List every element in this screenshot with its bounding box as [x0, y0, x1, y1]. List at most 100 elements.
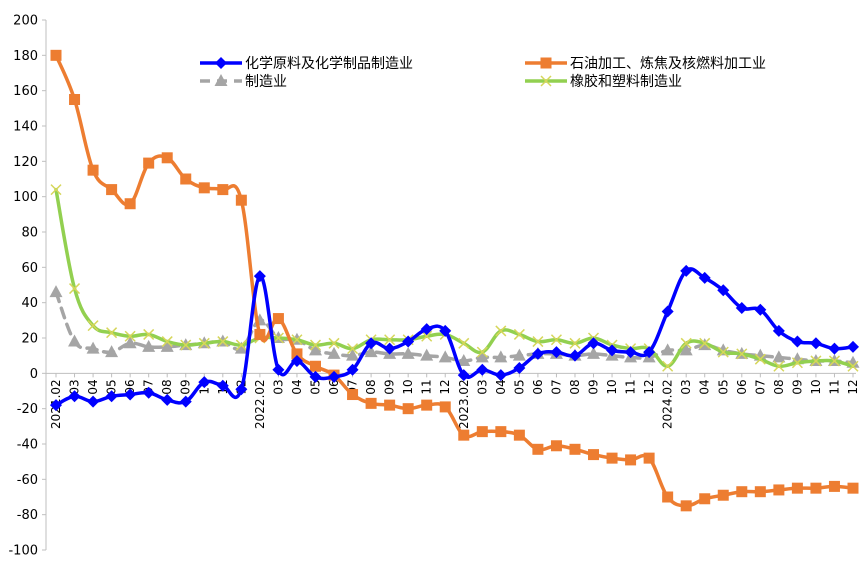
data-point: [475, 350, 489, 363]
data-point: [290, 354, 303, 367]
x-tick-label: 06: [327, 379, 341, 394]
data-point: [234, 341, 248, 354]
y-tick-label: -60: [17, 473, 38, 488]
x-tick-label: 11: [624, 379, 638, 394]
series-line: [54, 267, 855, 407]
data-point: [439, 401, 451, 413]
data-point: [828, 355, 840, 367]
x-tick-label: 08: [160, 379, 174, 394]
x-tick-label: 03: [68, 379, 82, 394]
data-point: [494, 350, 508, 363]
x-tick-label: 05: [105, 379, 119, 394]
y-tick-label: 60: [21, 261, 38, 276]
data-point: [513, 362, 526, 375]
x-tick-label: 09: [790, 379, 804, 394]
x-axis: 2021.02030405060708091011122022.02030405…: [46, 372, 860, 429]
data-point: [235, 194, 247, 206]
data-point: [87, 395, 100, 408]
data-point: [179, 395, 192, 408]
data-point: [568, 349, 581, 362]
data-point: [365, 397, 377, 409]
y-tick-label: 40: [21, 296, 38, 311]
data-point: [772, 350, 786, 363]
data-point: [272, 363, 285, 376]
data-point: [699, 337, 711, 349]
data-point: [215, 57, 227, 69]
x-tick-label: 08: [364, 379, 378, 394]
data-point: [69, 94, 81, 105]
data-point: [384, 399, 396, 411]
data-point: [439, 324, 452, 337]
legend-item: 制造业: [200, 74, 287, 90]
data-point: [717, 346, 729, 358]
series-line: [54, 187, 855, 369]
data-point: [754, 303, 767, 316]
data-point: [217, 336, 229, 348]
data-point: [587, 346, 601, 359]
data-point: [309, 370, 322, 383]
data-point: [347, 343, 359, 355]
data-point: [420, 348, 434, 361]
legend-item: 石油加工、炼焦及核燃料加工业: [525, 55, 766, 72]
data-point: [661, 305, 674, 318]
x-tick-label: 11: [420, 379, 434, 394]
data-point: [49, 285, 63, 298]
x-tick-label: 03: [475, 379, 489, 394]
y-tick-label: 100: [13, 190, 38, 205]
data-point: [327, 346, 341, 359]
x-tick-label: 12: [438, 379, 452, 394]
data-point: [254, 328, 266, 340]
data-point: [421, 399, 433, 411]
y-tick-label: 160: [13, 84, 38, 99]
data-point: [662, 360, 674, 372]
data-point: [754, 353, 766, 365]
data-point: [828, 480, 840, 492]
data-point: [531, 347, 544, 360]
data-point: [346, 348, 360, 361]
data-point: [309, 360, 321, 372]
data-point: [253, 270, 266, 283]
data-point: [735, 301, 748, 314]
data-point: [124, 198, 136, 210]
data-point: [106, 184, 118, 196]
x-tick-label: 06: [123, 379, 137, 394]
legend-label: 石油加工、炼焦及核燃料加工业: [570, 55, 766, 72]
data-point: [142, 339, 156, 352]
data-point: [847, 340, 859, 353]
legend-label: 橡胶和塑料制造业: [570, 73, 682, 90]
data-point: [736, 348, 748, 360]
data-point: [773, 484, 785, 496]
data-point: [662, 491, 674, 503]
data-point: [680, 337, 692, 349]
data-point: [828, 342, 841, 355]
x-tick-label: 12: [846, 379, 860, 394]
data-point: [606, 344, 619, 357]
x-tick-label: 09: [179, 379, 193, 394]
data-point: [476, 426, 488, 438]
data-point: [550, 346, 563, 359]
data-point: [106, 327, 118, 339]
y-tick-label: 120: [13, 155, 38, 170]
data-point: [476, 346, 488, 358]
data-point: [142, 386, 155, 399]
y-tick-label: 80: [21, 226, 38, 241]
data-point: [847, 482, 859, 494]
y-tick-label: 180: [13, 49, 38, 64]
x-tick-label: 07: [753, 379, 767, 394]
data-point: [69, 283, 81, 295]
data-point: [105, 390, 118, 403]
data-point: [773, 360, 785, 372]
data-point: [50, 399, 62, 412]
data-point: [328, 337, 340, 349]
data-point: [717, 489, 729, 501]
data-point: [791, 357, 803, 369]
data-point: [438, 350, 452, 363]
y-tick-label: -80: [17, 508, 38, 523]
y-tick-label: -100: [8, 544, 38, 559]
data-point: [847, 360, 859, 372]
data-point: [809, 337, 822, 350]
series-3: [50, 184, 859, 372]
legend-item: 化学原料及化学制品制造业: [200, 56, 413, 72]
x-tick-label: 10: [401, 379, 415, 394]
